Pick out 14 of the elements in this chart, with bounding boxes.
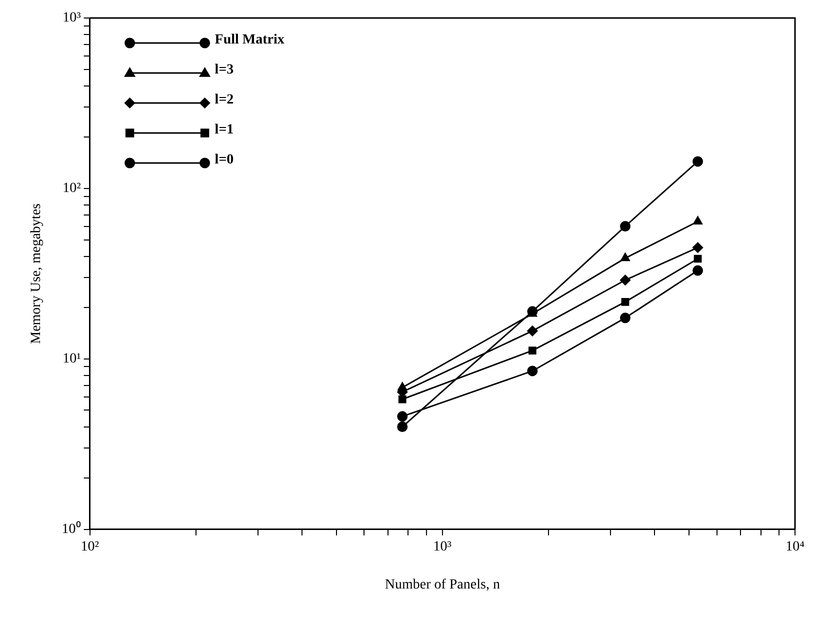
- x-axis-title: Number of Panels, n: [384, 577, 500, 592]
- x-tick-label: 10²: [80, 539, 99, 554]
- y-tick-label: 10³: [62, 10, 81, 26]
- x-tick-label: 10³: [433, 539, 452, 554]
- y-tick-label: 10¹: [62, 352, 81, 367]
- legend-label: Full Matrix: [214, 32, 284, 48]
- y-axis-title: Memory Use, megabytes: [29, 204, 44, 344]
- x-tick-label: 10⁴: [786, 539, 805, 554]
- legend-label: l=3: [214, 62, 234, 78]
- y-tick-label: 10⁰: [62, 521, 81, 538]
- legend-label: l=1: [214, 122, 234, 138]
- legend-label: l=2: [214, 92, 234, 108]
- y-tick-label: 10²: [62, 181, 81, 196]
- legend-label: l=0: [214, 152, 234, 168]
